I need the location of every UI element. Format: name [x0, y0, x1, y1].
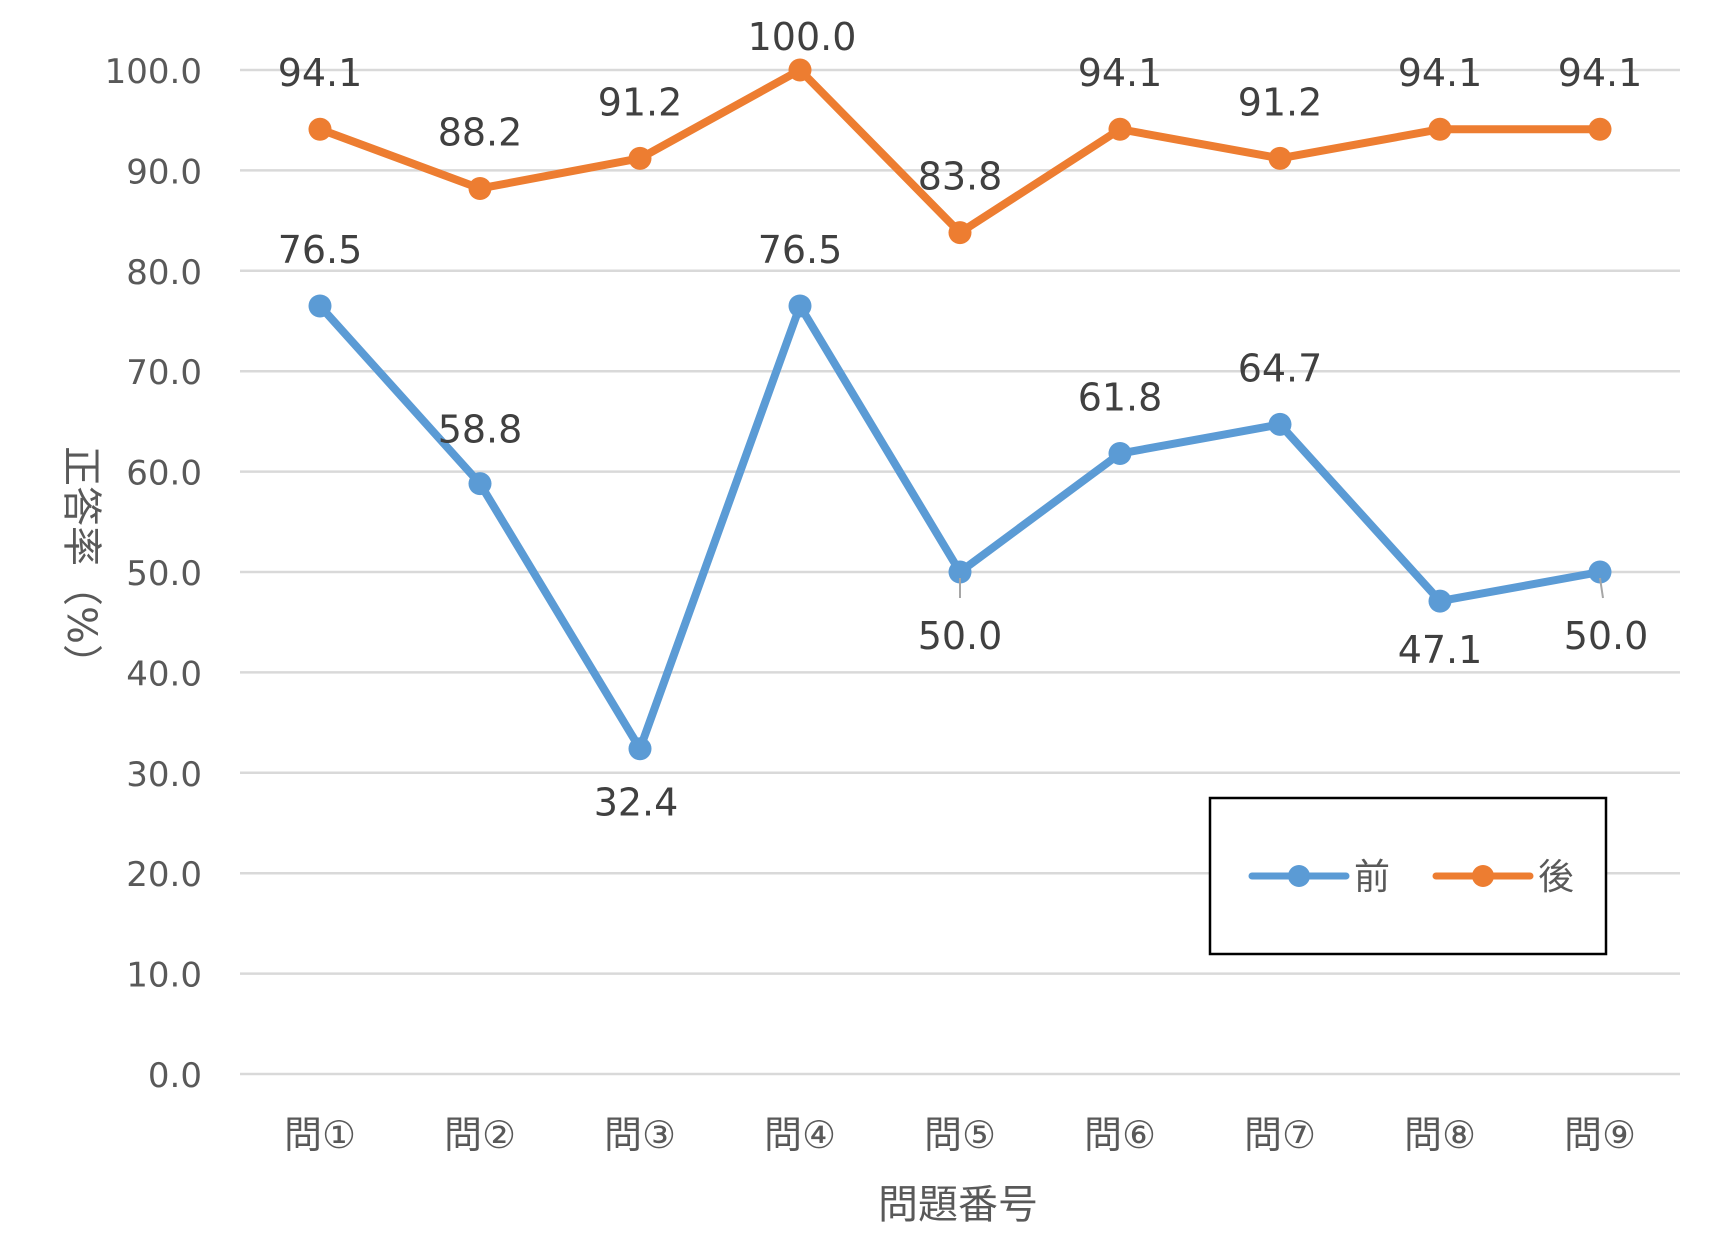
y-tick-label: 20.0	[126, 855, 202, 895]
x-axis-title: 問題番号	[878, 1182, 1038, 1228]
x-tick-label: 問③	[604, 1113, 676, 1157]
data-labels: 76.5 58.8 32.4 76.5 50.0 61.8 64.7 47.1 50.0 94.1…	[278, 15, 1649, 825]
y-tick-label: 0.0	[148, 1056, 202, 1096]
data-point	[1428, 117, 1452, 141]
data-point	[1588, 117, 1612, 141]
data-point	[948, 560, 972, 584]
x-tick-label: 問⑦	[1244, 1113, 1316, 1157]
data-point	[1268, 412, 1292, 436]
data-label: 61.8	[1078, 376, 1163, 420]
data-point	[1588, 560, 1612, 584]
data-label: 47.1	[1398, 628, 1483, 672]
y-tick-label: 40.0	[126, 654, 202, 694]
data-point	[628, 737, 652, 761]
x-tick-label: 問⑧	[1404, 1113, 1476, 1157]
legend-swatch-marker-after	[1472, 865, 1494, 887]
x-tick-label: 問⑨	[1564, 1113, 1636, 1157]
data-label: 91.2	[1238, 80, 1323, 124]
data-label: 88.2	[438, 110, 523, 154]
data-point	[468, 472, 492, 496]
data-point	[308, 117, 332, 141]
legend: 前 後	[1208, 796, 1608, 956]
y-tick-label: 50.0	[126, 554, 202, 594]
x-tick-label: 問①	[284, 1113, 356, 1157]
y-tick-label: 60.0	[126, 454, 202, 494]
data-point	[1108, 117, 1132, 141]
data-label: 100.0	[748, 15, 857, 59]
data-label: 50.0	[918, 614, 1003, 658]
y-tick-label: 30.0	[126, 755, 202, 795]
data-label: 76.5	[278, 228, 363, 272]
data-label: 76.5	[758, 228, 843, 272]
y-tick-label: 70.0	[126, 353, 202, 393]
data-label: 32.4	[594, 781, 679, 825]
series	[308, 58, 1612, 761]
y-axis-ticks: 0.0 10.0 20.0 30.0 40.0 50.0 60.0 70.0 80.0 90.0 1…	[105, 52, 202, 1096]
data-point	[468, 176, 492, 200]
data-label: 50.0	[1564, 614, 1649, 658]
data-label: 58.8	[438, 408, 523, 452]
data-point	[788, 58, 812, 82]
x-tick-label: 問④	[764, 1113, 836, 1157]
data-point	[788, 294, 812, 318]
legend-label-before: 前	[1354, 857, 1390, 898]
label-leader-line	[1599, 577, 1604, 599]
data-label: 94.1	[278, 51, 363, 95]
data-point	[948, 221, 972, 245]
legend-label-after: 後	[1538, 857, 1574, 898]
data-label: 94.1	[1078, 51, 1163, 95]
x-tick-label: 問②	[444, 1113, 516, 1157]
data-point	[1108, 442, 1132, 466]
data-label: 94.1	[1398, 51, 1483, 95]
x-axis-ticks: 問① 問② 問③ 問④ 問⑤ 問⑥ 問⑦ 問⑧ 問⑨	[284, 1113, 1636, 1157]
y-tick-label: 90.0	[126, 152, 202, 192]
data-label: 91.2	[598, 80, 683, 124]
data-point	[308, 294, 332, 318]
data-label: 94.1	[1558, 51, 1643, 95]
y-tick-label: 100.0	[105, 52, 202, 92]
data-point	[628, 146, 652, 170]
y-tick-label: 10.0	[126, 956, 202, 996]
data-label: 64.7	[1238, 346, 1323, 390]
data-label: 83.8	[918, 155, 1003, 199]
data-point	[1428, 589, 1452, 613]
x-tick-label: 問⑤	[924, 1113, 996, 1157]
data-point	[1268, 146, 1292, 170]
x-tick-label: 問⑥	[1084, 1113, 1156, 1157]
y-tick-label: 80.0	[126, 253, 202, 293]
y-axis-title: 正答率（%）	[58, 446, 104, 684]
legend-swatch-marker-before	[1288, 865, 1310, 887]
